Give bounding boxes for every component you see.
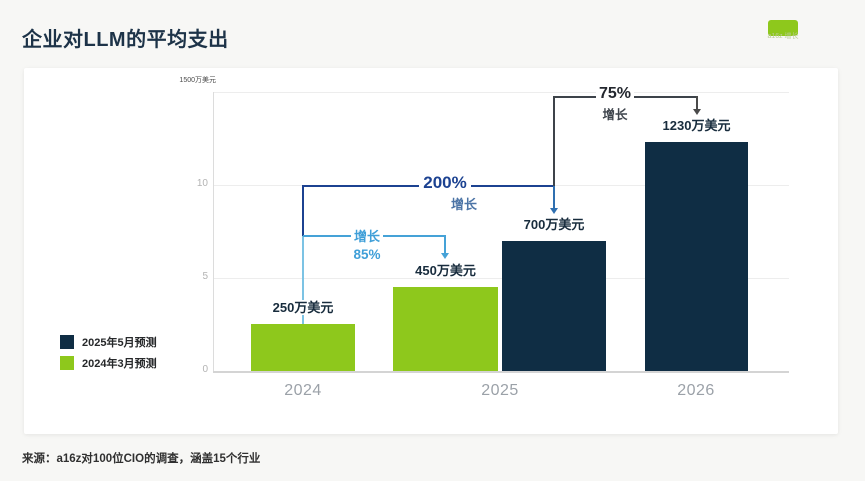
y-tick-5: 5 bbox=[202, 271, 208, 282]
growth-200-arrow-line bbox=[553, 186, 555, 210]
growth-bracket-right-vertical-dark bbox=[553, 96, 555, 186]
growth-85-annotation: 增长 85% bbox=[337, 226, 397, 262]
bar-value-label-2025-green: 450万美元 bbox=[376, 260, 516, 279]
legend-swatch-navy bbox=[60, 335, 74, 349]
chart-card: 1500万美元 10 5 0 250万美元 450万美元 700万美元 1230万美元… bbox=[24, 68, 838, 434]
legend-swatch-green bbox=[60, 356, 74, 370]
growth-200-pct: 200% bbox=[385, 173, 505, 193]
source-note: 来源：a16z对100位CIO的调查，涵盖15个行业 bbox=[22, 453, 261, 465]
x-label-2026: 2026 bbox=[677, 382, 715, 399]
growth-75-pct: 75% bbox=[580, 85, 650, 103]
gridline-5 bbox=[213, 278, 789, 279]
y-axis-max-label: 1500万美元 bbox=[179, 77, 216, 84]
x-label-2025: 2025 bbox=[481, 382, 519, 399]
growth-85-pct: 85% bbox=[353, 247, 381, 262]
growth-85-arrow-line bbox=[444, 235, 446, 254]
growth-bracket-left-vertical-light bbox=[302, 236, 304, 324]
bar-value-label-2024-green: 250万美元 bbox=[233, 297, 373, 316]
x-axis-baseline bbox=[213, 371, 789, 373]
growth-75-label: 增长 bbox=[602, 108, 628, 122]
y-axis-line bbox=[213, 92, 214, 371]
gridline-15 bbox=[213, 92, 789, 93]
bar-2025-navy bbox=[502, 241, 606, 371]
a16z-logo-icon bbox=[768, 20, 798, 36]
legend-label-2024-forecast: 2024年3月预测 bbox=[82, 358, 157, 370]
growth-200-label: 增长 bbox=[450, 197, 477, 212]
growth-200-annotation: 200% 增长 bbox=[385, 173, 505, 213]
growth-bracket-left-vertical-dark bbox=[302, 185, 304, 236]
bar-2024-green bbox=[251, 324, 355, 371]
growth-85-arrowhead-icon bbox=[441, 253, 449, 259]
x-label-2024: 2024 bbox=[284, 382, 322, 399]
growth-200-arrowhead-icon bbox=[550, 208, 558, 214]
y-tick-10: 10 bbox=[196, 178, 208, 189]
bar-value-label-2025-navy: 700万美元 bbox=[484, 214, 624, 233]
bar-2026-navy bbox=[645, 142, 748, 371]
bar-value-label-2026-navy: 1230万美元 bbox=[627, 115, 767, 134]
growth-85-label: 增长 bbox=[337, 226, 397, 245]
legend-label-2025-forecast: 2025年5月预测 bbox=[82, 337, 157, 349]
growth-75-arrowhead-icon bbox=[693, 109, 701, 115]
bar-2025-green bbox=[393, 287, 498, 371]
growth-75-arrow-line bbox=[696, 96, 698, 110]
legend-item-2025-forecast: 2025年5月预测 bbox=[60, 334, 157, 350]
growth-75-annotation: 75% 增长 bbox=[580, 85, 650, 123]
page-title: 企业对LLM的平均支出 bbox=[22, 29, 229, 51]
a16z-logo-text: a16z 增长 bbox=[767, 33, 799, 40]
legend-item-2024-forecast: 2024年3月预测 bbox=[60, 355, 157, 371]
y-tick-0: 0 bbox=[202, 364, 208, 375]
